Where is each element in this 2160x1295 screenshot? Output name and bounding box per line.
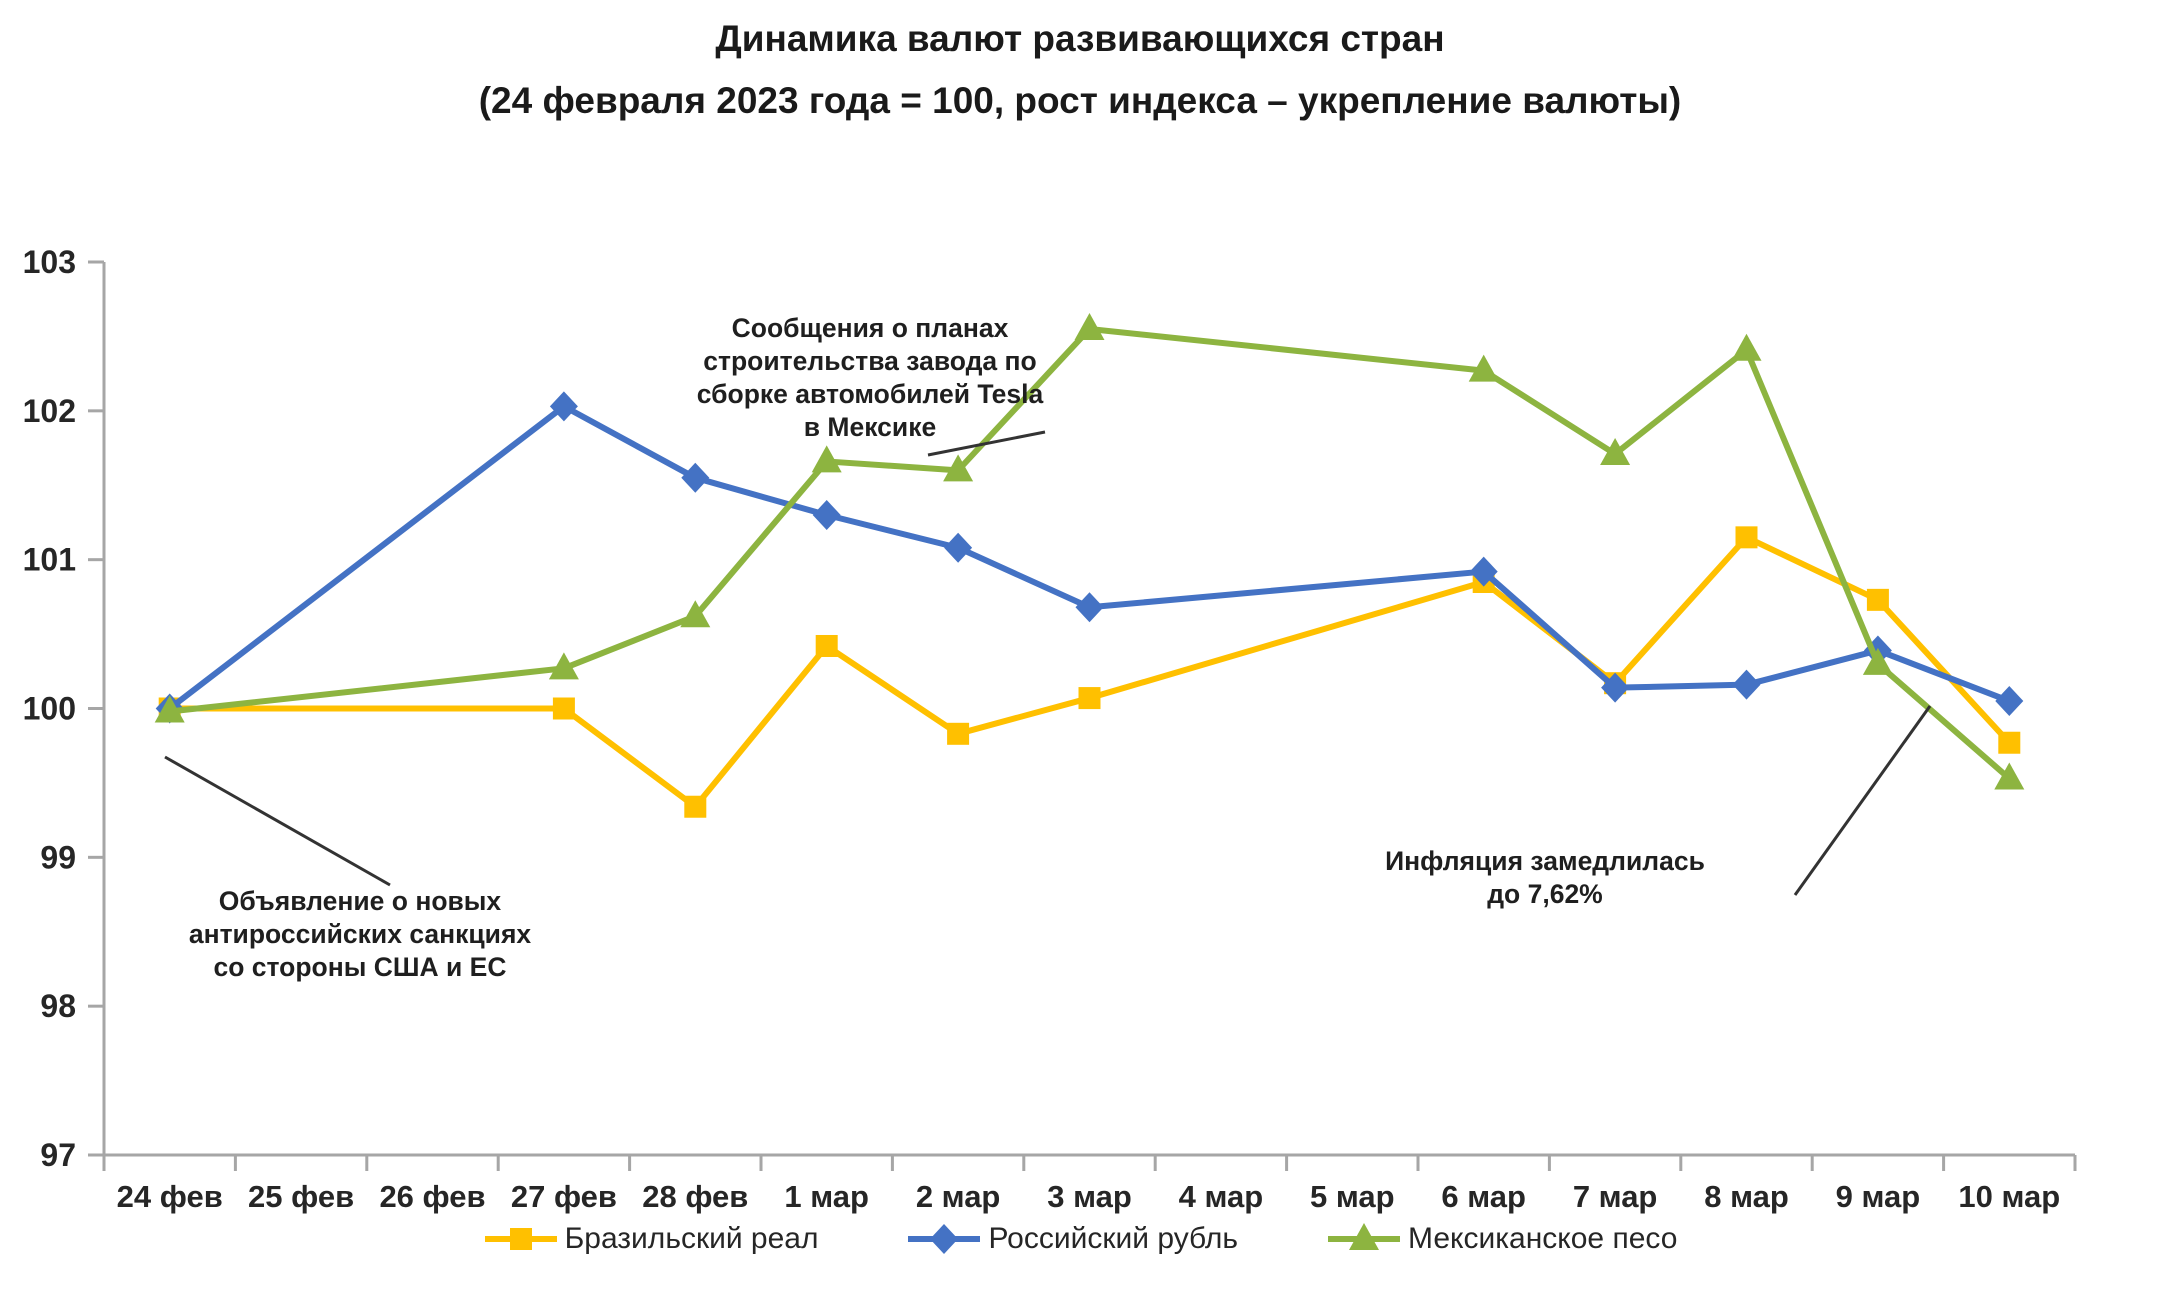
data-point-marker: [1468, 354, 1499, 382]
y-tick-label: 102: [23, 393, 76, 429]
data-point-marker: [930, 1224, 959, 1254]
x-tick-label: 5 мар: [1310, 1179, 1395, 1214]
y-tick-label: 98: [40, 988, 76, 1024]
x-tick-label: 25 фев: [248, 1179, 354, 1214]
chart-title-line-2: (24 февраля 2023 года = 100, рост индекс…: [478, 80, 1682, 121]
data-point-marker: [944, 532, 973, 563]
x-tick-label: 28 фев: [642, 1179, 748, 1214]
data-point-marker: [1994, 762, 2025, 790]
data-point-marker: [1078, 687, 1101, 710]
data-point-marker: [1469, 556, 1498, 587]
data-point-marker: [1731, 333, 1762, 361]
x-tick-label: 1 мар: [784, 1179, 869, 1214]
data-point-marker: [1074, 312, 1105, 340]
x-tick-label: 7 мар: [1573, 1179, 1658, 1214]
data-point-marker: [811, 445, 842, 473]
x-tick-label: 10 мар: [1958, 1179, 2060, 1214]
data-point-marker: [1075, 592, 1104, 623]
y-tick-label: 99: [40, 839, 76, 875]
x-tick-label: 6 мар: [1441, 1179, 1526, 1214]
data-point-marker: [1601, 672, 1630, 703]
data-point-marker: [681, 462, 710, 493]
x-tick-label: 3 мар: [1047, 1179, 1132, 1214]
series-2: [155, 391, 2024, 724]
legend-marker-diamond: [908, 1224, 981, 1254]
series-3: [154, 312, 2025, 790]
x-tick-label: 4 мар: [1179, 1179, 1264, 1214]
data-point-marker: [815, 634, 838, 657]
data-point-marker: [1735, 526, 1758, 549]
series-line: [166, 534, 2013, 810]
data-point-marker: [509, 1228, 532, 1250]
x-tick-label: 9 мар: [1836, 1179, 1921, 1214]
data-point-marker: [1600, 437, 1631, 465]
x-tick-label: 26 фев: [379, 1179, 485, 1214]
legend-label: Российский рубль: [988, 1222, 1239, 1255]
series-line: [166, 403, 2013, 712]
chart-title: Динамика валют развивающихся стран (24 ф…: [0, 8, 2160, 132]
x-tick-label: 8 мар: [1704, 1179, 1789, 1214]
y-tick-label: 100: [23, 691, 76, 727]
annotation-inflation: Инфляция замедлилась до 7,62%: [1385, 846, 1705, 909]
data-point-marker: [548, 652, 579, 680]
annotation-leader-tesla: [927, 430, 1046, 457]
legend-item-1[interactable]: Бразильский реал: [483, 1222, 819, 1256]
legend-item-2[interactable]: Российский рубль: [906, 1222, 1238, 1256]
annotation-leader-sanctions: [164, 755, 391, 887]
x-tick-label: 24 фев: [117, 1179, 223, 1214]
legend-label: Бразильский реал: [564, 1222, 819, 1255]
legend-item-3[interactable]: Мексиканское песо: [1326, 1222, 1677, 1256]
chart-title-line-1: Динамика валют развивающихся стран: [715, 18, 1445, 59]
chart-legend: Бразильский реал Российский рубль Мексикан…: [0, 1222, 2160, 1256]
data-point-marker: [1349, 1223, 1380, 1250]
data-point-marker: [812, 500, 841, 531]
data-point-marker: [1732, 669, 1761, 700]
x-tick-label: 2 мар: [916, 1179, 1001, 1214]
data-point-marker: [1866, 588, 1889, 611]
data-point-marker: [1998, 731, 2021, 754]
series-1: [158, 526, 2021, 818]
y-tick-label: 97: [40, 1137, 76, 1173]
data-point-marker: [1995, 686, 2024, 717]
annotation-tesla: Сообщения о планах строительства завода …: [696, 313, 1044, 442]
data-point-marker: [947, 722, 970, 745]
data-point-marker: [154, 695, 185, 723]
data-point-marker: [684, 795, 707, 818]
x-tick-label: 27 фев: [511, 1179, 617, 1214]
legend-marker-square: [484, 1228, 557, 1250]
y-tick-label: 101: [23, 542, 76, 578]
annotation-leader-inflation: [1793, 705, 1932, 896]
data-point-marker: [552, 697, 575, 720]
y-tick-label: 103: [23, 244, 76, 280]
data-point-marker: [943, 454, 974, 482]
legend-label: Мексиканское песо: [1408, 1222, 1678, 1255]
data-point-marker: [680, 600, 711, 628]
data-point-marker: [1862, 647, 1893, 675]
annotation-sanctions: Объявление о новых антироссийских санкци…: [188, 886, 532, 982]
legend-marker-triangle: [1328, 1223, 1401, 1250]
data-point-marker: [549, 391, 578, 422]
